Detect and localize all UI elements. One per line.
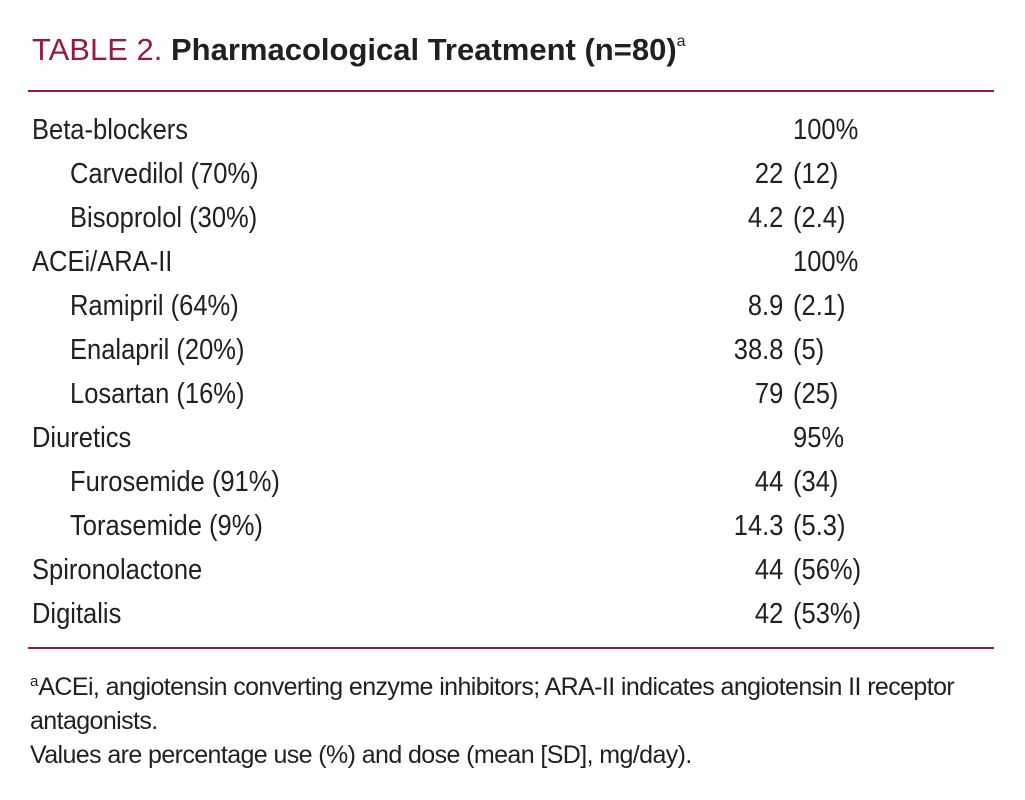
row-detail: (12) bbox=[793, 158, 839, 190]
footnote-text: ACEi, angiotensin converting enzyme inhi… bbox=[30, 673, 955, 735]
row-detail: (5) bbox=[793, 334, 825, 366]
table-number: TABLE 2. bbox=[32, 32, 163, 67]
row-detail: (34) bbox=[793, 466, 839, 498]
row-value: 4.2 bbox=[747, 202, 783, 234]
row-value: 14.3 bbox=[733, 510, 783, 542]
row-detail: 100% bbox=[793, 246, 859, 278]
row-detail: 100% bbox=[793, 114, 859, 146]
row-label: Bisoprolol (30%) bbox=[70, 202, 258, 234]
footnote-text: Values are percentage use (%) and dose (… bbox=[30, 741, 692, 769]
bottom-rule bbox=[28, 647, 994, 649]
row-value: 8.9 bbox=[747, 290, 783, 322]
row-label: Enalapril (20%) bbox=[70, 334, 245, 366]
row-detail: (2.1) bbox=[793, 290, 846, 322]
row-value: 44 bbox=[754, 554, 783, 586]
row-detail: (53%) bbox=[793, 598, 862, 630]
footnote: Values are percentage use (%) and dose (… bbox=[30, 738, 1005, 772]
table-caption: Pharmacological Treatment (n=80) bbox=[171, 32, 677, 67]
row-value: 42 bbox=[754, 598, 783, 630]
row-detail: 95% bbox=[793, 422, 845, 454]
footnote-mark: a bbox=[30, 673, 39, 690]
row-detail: (5.3) bbox=[793, 510, 846, 542]
row-label: Ramipril (64%) bbox=[70, 290, 239, 322]
row-label: ACEi/ARA-II bbox=[32, 246, 173, 278]
row-detail: (25) bbox=[793, 378, 839, 410]
row-value: 79 bbox=[754, 378, 783, 410]
row-label: Diuretics bbox=[32, 422, 132, 454]
row-value: 44 bbox=[754, 466, 783, 498]
footnote: aACEi, angiotensin converting enzyme inh… bbox=[30, 665, 1005, 738]
table-title: TABLE 2. Pharmacological Treatment (n=80… bbox=[32, 32, 686, 68]
row-label: Digitalis bbox=[32, 598, 122, 630]
row-label: Beta-blockers bbox=[32, 114, 189, 146]
row-label: Spironolactone bbox=[32, 554, 203, 586]
top-rule bbox=[28, 90, 994, 92]
row-value: 38.8 bbox=[733, 334, 783, 366]
row-detail: (2.4) bbox=[793, 202, 846, 234]
row-value: 22 bbox=[754, 158, 783, 190]
row-detail: (56%) bbox=[793, 554, 862, 586]
footnote-mark: a bbox=[676, 33, 686, 50]
row-label: Furosemide (91%) bbox=[70, 466, 280, 498]
row-label: Carvedilol (70%) bbox=[70, 158, 259, 190]
row-label: Losartan (16%) bbox=[70, 378, 245, 410]
row-label: Torasemide (9%) bbox=[70, 510, 263, 542]
